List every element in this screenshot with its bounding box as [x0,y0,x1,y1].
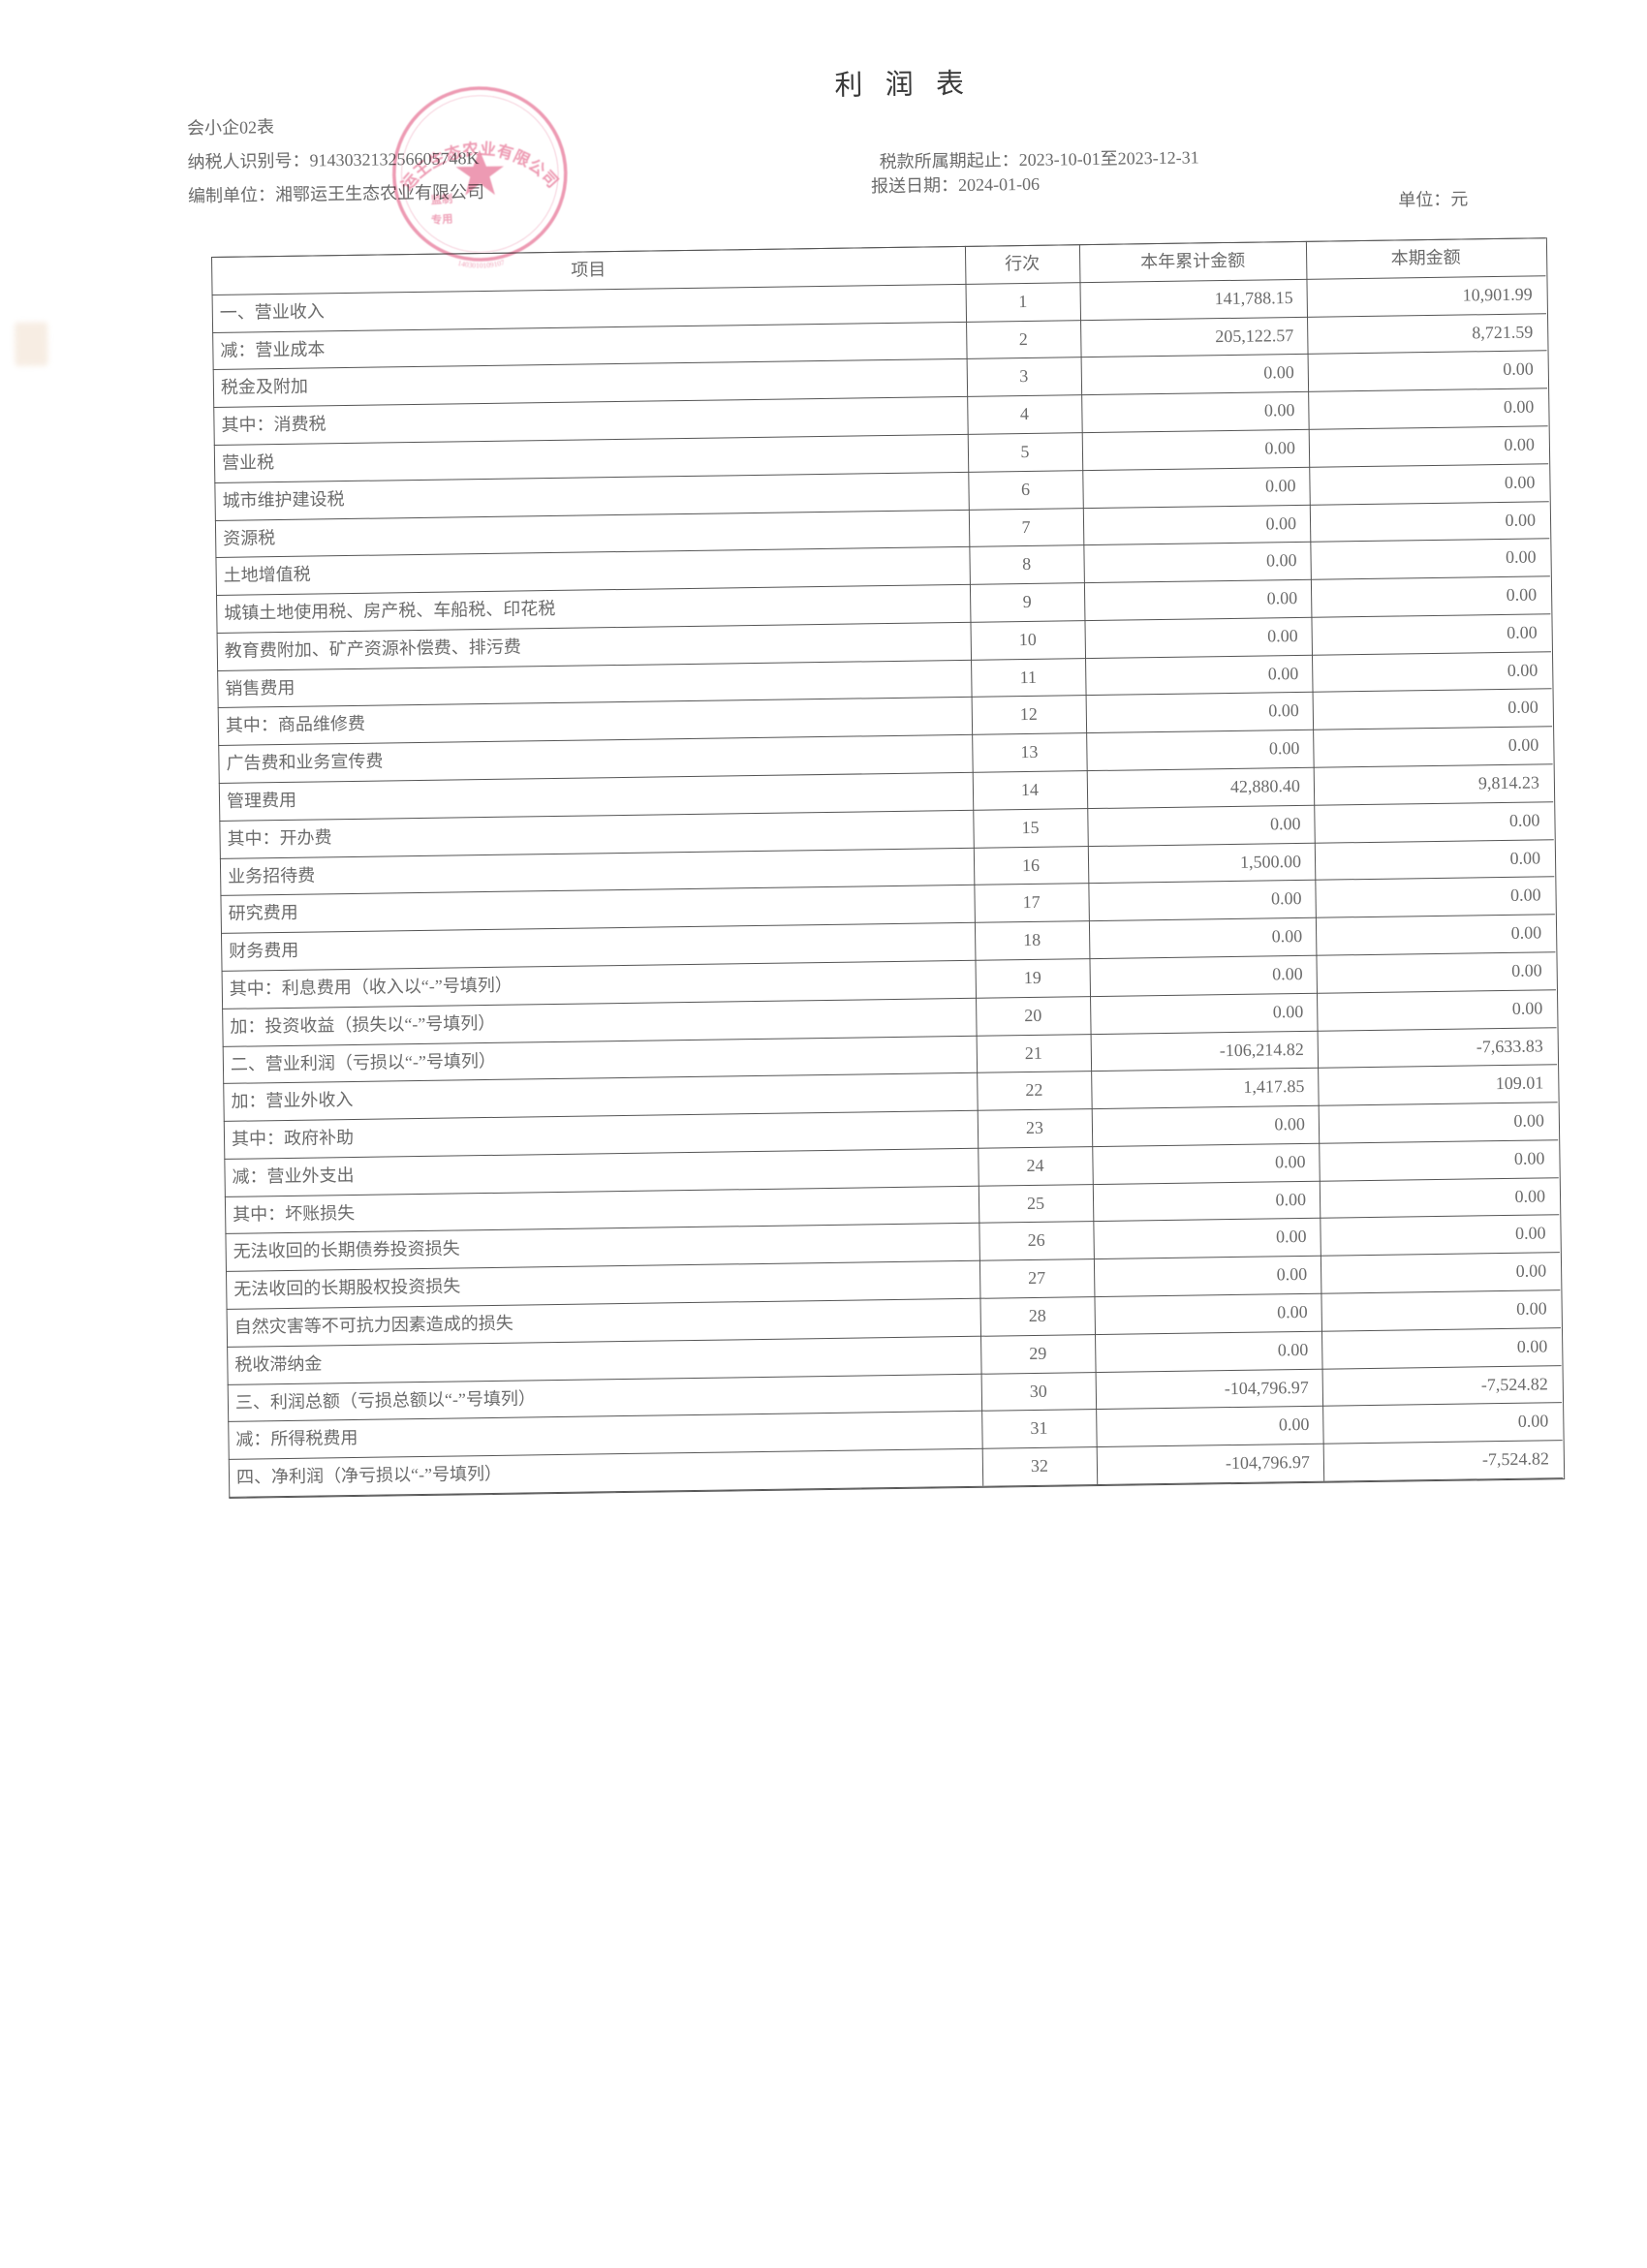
svg-text:专用: 专用 [431,212,453,227]
svg-text:监制: 监制 [430,192,452,206]
